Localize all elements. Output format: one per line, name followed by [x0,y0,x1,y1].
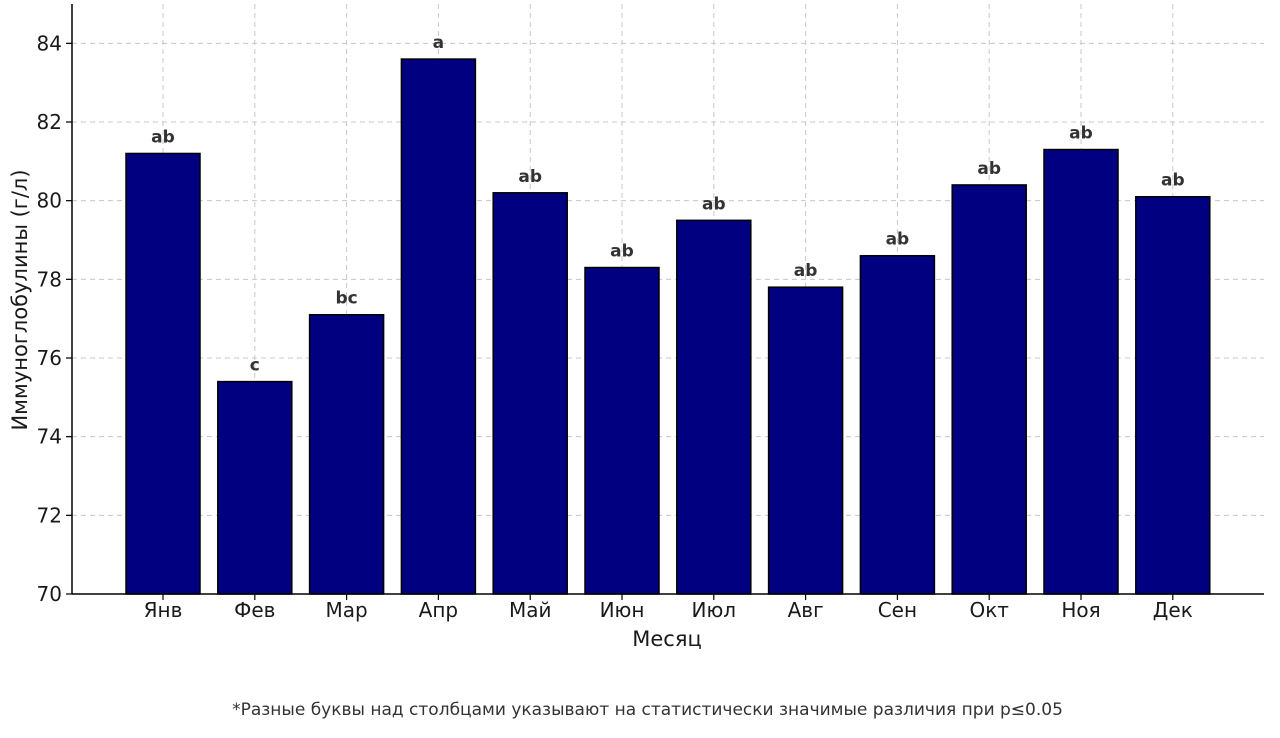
y-tick-label: 74 [37,425,62,449]
bar-Мар [308,313,385,595]
x-tick-label: Дек [1153,598,1193,622]
bar-Сен [859,254,936,595]
significance-letters: ab c bc a ab ab ab ab ab ab ab ab [151,33,1184,376]
bar-Авг [767,286,844,595]
significance-letter: ab [518,167,542,187]
significance-letter: ab [1069,124,1093,144]
y-axis-ticks: 70 72 74 76 78 80 82 84 [37,31,72,606]
x-tick-label: Авг [788,598,824,622]
bar-Июн [584,266,660,595]
bars [125,58,1211,595]
bar-Окт [951,184,1027,595]
x-tick-label: Янв [144,598,183,622]
x-tick-label: Май [509,598,552,622]
y-tick-label: 72 [37,503,62,527]
significance-letter: ab [702,194,726,214]
x-tick-label: Июн [600,598,645,622]
y-tick-label: 84 [37,31,62,55]
significance-letter: ab [1161,171,1185,191]
bar-Июл [676,219,752,595]
x-tick-label: Сен [878,598,917,622]
x-tick-label: Июл [692,598,737,622]
bar-Янв [125,152,201,595]
x-axis-ticks: Янв Фев Мар Апр Май Июн Июл Авг Сен Окт Ноя Дек [144,594,1193,622]
significance-letter: bc [335,289,357,309]
bar-Май [492,192,568,595]
bar-Ноя [1043,148,1119,595]
x-tick-label: Мар [325,598,367,622]
x-tick-label: Окт [969,598,1009,622]
x-tick-label: Апр [419,598,458,622]
bar-Апр [400,58,477,595]
significance-letter: ab [151,127,175,147]
y-tick-label: 82 [37,110,62,134]
y-axis-label: Иммуноглобулины (г/л) [8,169,32,430]
bar-Дек [1135,195,1211,595]
significance-letter: ab [977,159,1001,179]
y-tick-label: 80 [37,189,62,213]
footnote: *Разные буквы над столбцами указывают на… [232,700,1063,720]
y-tick-label: 76 [37,346,62,370]
significance-letter: ab [610,242,634,262]
axes [71,4,1264,595]
x-axis-label: Месяц [632,627,702,651]
bar-Фев [217,380,293,595]
significance-letter: a [433,33,444,53]
y-tick-label: 70 [37,582,62,606]
x-tick-label: Фев [234,598,275,622]
significance-letter: ab [886,230,910,250]
significance-letter: ab [794,261,818,281]
y-tick-label: 78 [37,267,62,291]
significance-letter: c [250,356,260,376]
x-tick-label: Ноя [1061,598,1100,622]
